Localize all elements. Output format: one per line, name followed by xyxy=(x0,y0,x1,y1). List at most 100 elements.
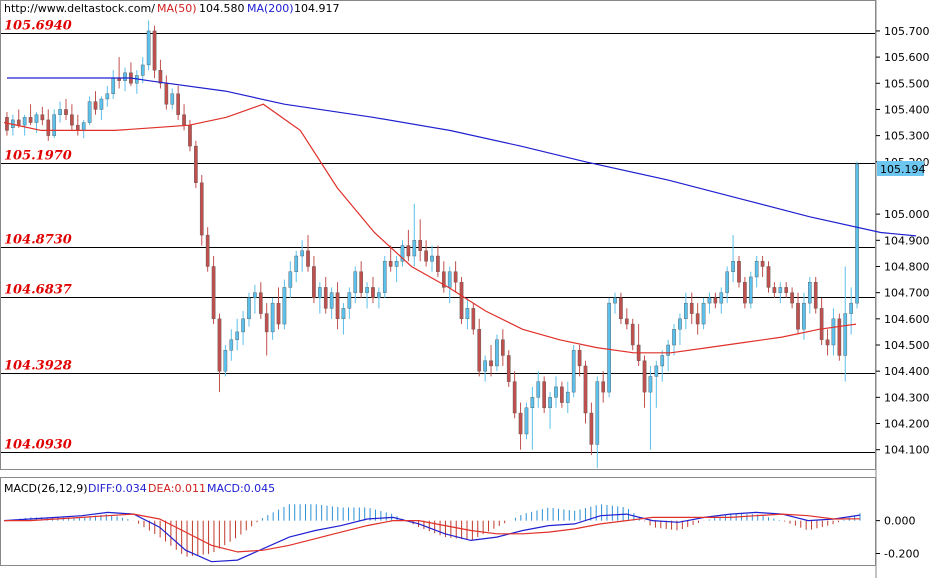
candle-body xyxy=(689,302,694,314)
candle-body xyxy=(70,114,74,126)
candle xyxy=(536,371,541,408)
candle-body xyxy=(123,72,127,81)
candle-body xyxy=(849,302,853,314)
candle xyxy=(707,292,712,314)
candle xyxy=(766,261,771,293)
candle-body xyxy=(725,271,729,293)
candle xyxy=(849,287,853,335)
candle xyxy=(377,287,381,309)
candle xyxy=(648,365,653,450)
level-label-0: 105.6940 xyxy=(4,19,72,34)
price-tick-label: 105.300 xyxy=(884,130,930,143)
candle-body xyxy=(75,124,80,131)
site-url[interactable]: http://www.deltastock.com/ xyxy=(4,2,155,15)
candle xyxy=(624,308,629,330)
candle xyxy=(589,402,594,455)
candle-body xyxy=(323,287,328,309)
candle xyxy=(170,88,175,110)
candle-body xyxy=(294,255,299,272)
price-tick-label: 104.400 xyxy=(884,365,930,378)
candle-body xyxy=(81,122,86,131)
candle-body xyxy=(802,302,806,330)
candle xyxy=(264,303,269,356)
macd-value-label: MACD:0.045 xyxy=(207,482,275,495)
candle-body xyxy=(459,281,464,320)
candle-body xyxy=(28,117,33,123)
candle-body xyxy=(52,114,57,136)
candle xyxy=(684,292,688,330)
level-label-2: 104.8730 xyxy=(4,233,72,248)
candle xyxy=(158,59,163,89)
candle-body xyxy=(630,323,635,346)
candle-body xyxy=(105,93,110,100)
candle-body xyxy=(512,381,517,414)
candle-body xyxy=(194,145,198,183)
candle-body xyxy=(223,350,228,372)
ma50-line xyxy=(3,103,857,354)
candle-body xyxy=(825,339,830,346)
candle xyxy=(459,276,464,325)
candle-body xyxy=(253,292,257,299)
candle xyxy=(199,174,204,246)
candle-body xyxy=(754,261,759,278)
candle xyxy=(506,350,511,387)
candle-body xyxy=(678,318,682,330)
candle xyxy=(400,240,405,267)
candle xyxy=(754,256,759,288)
candle-body xyxy=(501,339,505,356)
ma200-label: MA(200) xyxy=(247,2,294,15)
candle xyxy=(300,240,304,272)
candle xyxy=(813,276,818,314)
candle-body xyxy=(418,240,423,251)
candle-body xyxy=(560,386,564,403)
candle xyxy=(335,282,340,330)
candle-body xyxy=(388,261,393,267)
candle xyxy=(58,101,62,123)
candle-body xyxy=(666,344,670,356)
candle-body xyxy=(583,365,588,414)
candle-body xyxy=(16,119,21,126)
candle xyxy=(105,85,110,107)
candle-body xyxy=(182,114,186,126)
ma50-value: 104.580 xyxy=(199,2,245,15)
candle-body xyxy=(258,292,263,314)
candle xyxy=(554,376,558,408)
candle xyxy=(725,266,729,304)
candle-body xyxy=(790,292,794,304)
candle xyxy=(70,104,74,131)
candle-body xyxy=(436,255,440,272)
candle xyxy=(743,276,747,309)
candle-body xyxy=(607,302,611,393)
candle xyxy=(323,276,328,314)
candle xyxy=(418,219,423,262)
ma50-label: MA(50) xyxy=(157,2,197,15)
candle-body xyxy=(152,30,157,71)
candle xyxy=(831,308,836,356)
candle xyxy=(719,287,724,314)
candle-body xyxy=(288,271,293,288)
candle-body xyxy=(784,287,789,293)
candle xyxy=(176,85,180,120)
candle-body xyxy=(707,297,712,304)
candle-body xyxy=(536,381,541,398)
candle xyxy=(577,344,582,377)
candle xyxy=(613,292,617,314)
candle-body xyxy=(146,30,151,66)
candle xyxy=(825,329,830,356)
candle xyxy=(52,109,57,139)
candle xyxy=(453,261,458,293)
candle-body xyxy=(365,287,369,293)
candle xyxy=(678,313,682,345)
candle-body xyxy=(241,318,245,333)
candle xyxy=(748,271,753,309)
candle-body xyxy=(589,412,594,445)
price-tick-label: 104.800 xyxy=(884,260,930,273)
candle xyxy=(241,310,245,345)
candle xyxy=(282,279,287,330)
candle xyxy=(784,282,789,298)
candle xyxy=(371,276,375,304)
candle-body xyxy=(719,292,724,304)
candle xyxy=(731,235,735,283)
